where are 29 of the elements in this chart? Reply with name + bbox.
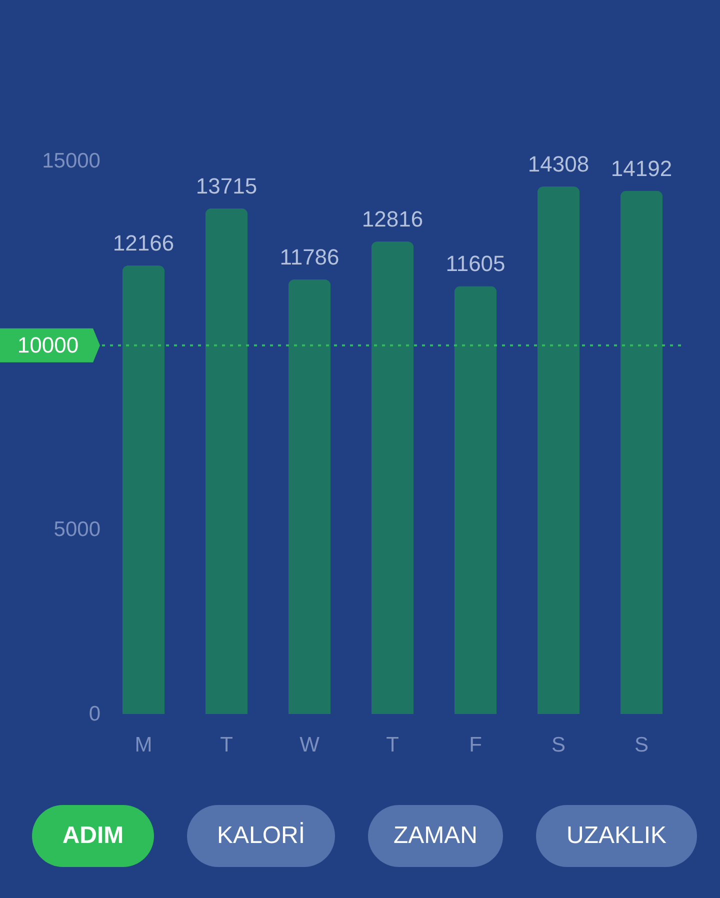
bar — [454, 286, 497, 714]
data-label: 11605 — [446, 251, 506, 276]
x-tick-label: F — [469, 734, 482, 756]
bar — [371, 242, 414, 714]
data-label: 12166 — [112, 230, 174, 256]
x-tick-label: S — [634, 734, 649, 756]
bar — [205, 208, 248, 714]
bar — [537, 186, 580, 714]
bar — [122, 265, 165, 714]
bar — [288, 279, 331, 714]
data-label: 12816 — [362, 206, 424, 232]
data-label: 14192 — [610, 156, 672, 181]
text: ZAMAN — [394, 822, 478, 849]
data-label: 13715 — [196, 173, 258, 198]
bar — [620, 190, 663, 714]
x-tick-label: S — [551, 734, 566, 756]
text: UZAKLIK — [566, 822, 667, 849]
data-label: 11786 — [280, 244, 340, 270]
x-tick-label: M — [134, 734, 152, 756]
y-tick-label: 5000 — [54, 518, 100, 542]
x-tick-label: T — [220, 734, 234, 756]
text: KALORİ — [216, 822, 306, 849]
x-tick-label: W — [300, 734, 320, 756]
y-tick-label: 15000 — [42, 150, 100, 172]
y-tick-label: 0 — [88, 702, 100, 726]
ref-line-label: 10000 — [17, 332, 79, 358]
x-tick-label: T — [386, 734, 400, 756]
data-label: 14308 — [528, 152, 590, 177]
text: ADIM — [62, 822, 124, 849]
